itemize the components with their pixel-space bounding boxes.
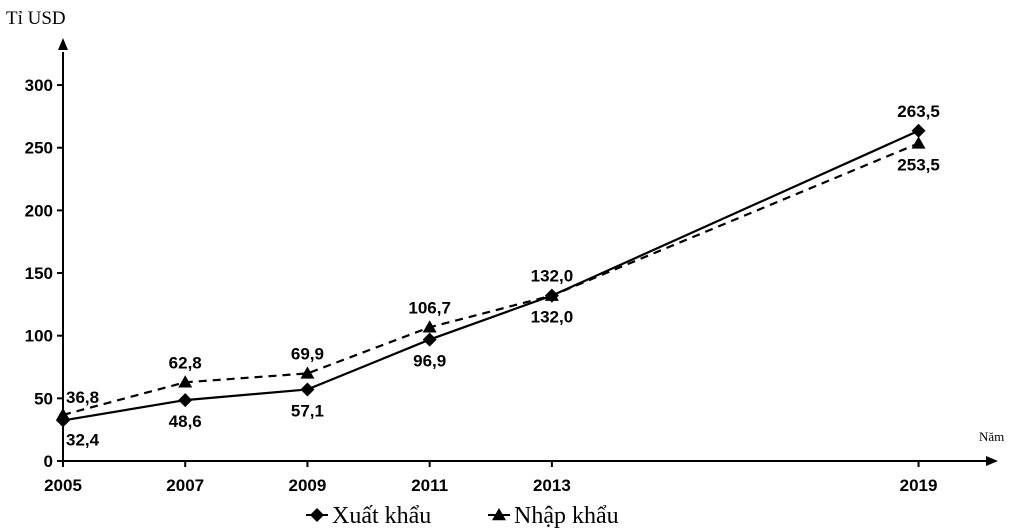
data-label: 32,4 bbox=[66, 430, 100, 449]
x-tick-label: 2007 bbox=[166, 476, 204, 495]
x-tick-label: 2019 bbox=[900, 476, 938, 495]
series-layer bbox=[56, 123, 926, 428]
x-tick-label: 2005 bbox=[44, 476, 82, 495]
y-axis-arrow bbox=[58, 38, 68, 50]
data-label: 132,0 bbox=[531, 267, 574, 286]
y-tick-label: 300 bbox=[25, 76, 53, 95]
import-point-marker bbox=[300, 366, 315, 379]
import-point-marker bbox=[56, 407, 70, 421]
y-axis-title: Tỉ USD bbox=[6, 8, 66, 29]
x-tick-label: 2009 bbox=[289, 476, 327, 495]
data-label: 132,0 bbox=[531, 308, 574, 327]
y-tick-label: 100 bbox=[25, 327, 53, 346]
data-label: 106,7 bbox=[408, 298, 451, 317]
export-point-marker bbox=[911, 123, 926, 138]
data-label: 57,1 bbox=[291, 401, 324, 420]
y-tick-label: 200 bbox=[25, 201, 53, 220]
legend-label: Xuất khẩu bbox=[332, 503, 431, 529]
legend: Xuất khẩu Nhập khẩu bbox=[306, 503, 619, 529]
series-line-nhap-khau bbox=[62, 142, 919, 416]
export-point-marker bbox=[178, 393, 193, 408]
data-label: 69,9 bbox=[291, 344, 324, 363]
x-axis-arrow bbox=[986, 456, 998, 466]
axes bbox=[58, 38, 998, 466]
data-labels: 32,4 48,6 57,1 96,9 132,0 263,5 36,8 62,8 69,9 10… bbox=[66, 102, 940, 450]
x-axis-title: Năm bbox=[979, 429, 1004, 444]
y-axis-ticks: 0 50 100 150 200 250 300 bbox=[25, 76, 63, 471]
export-point-marker bbox=[422, 332, 437, 347]
data-label: 62,8 bbox=[169, 353, 202, 372]
series-line-xuat-khau bbox=[62, 129, 920, 422]
x-tick-label: 2013 bbox=[533, 476, 571, 495]
y-tick-label: 250 bbox=[25, 139, 53, 158]
data-label: 48,6 bbox=[169, 412, 202, 431]
data-label: 96,9 bbox=[413, 352, 446, 371]
legend-triangle-icon bbox=[492, 508, 506, 521]
data-label: 36,8 bbox=[66, 388, 99, 407]
x-axis-ticks: 2005 2007 2009 2011 2013 2019 bbox=[44, 461, 937, 495]
y-tick-label: 0 bbox=[44, 452, 53, 471]
import-point-marker bbox=[544, 288, 559, 301]
export-point-marker bbox=[300, 382, 315, 397]
legend-diamond-icon bbox=[310, 508, 324, 522]
legend-label: Nhập khẩu bbox=[514, 503, 619, 529]
data-label: 263,5 bbox=[897, 102, 940, 121]
import-point-marker bbox=[178, 375, 193, 388]
import-point-marker bbox=[911, 136, 926, 149]
y-tick-label: 150 bbox=[25, 264, 53, 283]
data-label: 253,5 bbox=[897, 155, 940, 174]
import-point-marker bbox=[422, 320, 437, 333]
x-tick-label: 2011 bbox=[411, 476, 448, 495]
y-tick-label: 50 bbox=[34, 389, 53, 408]
